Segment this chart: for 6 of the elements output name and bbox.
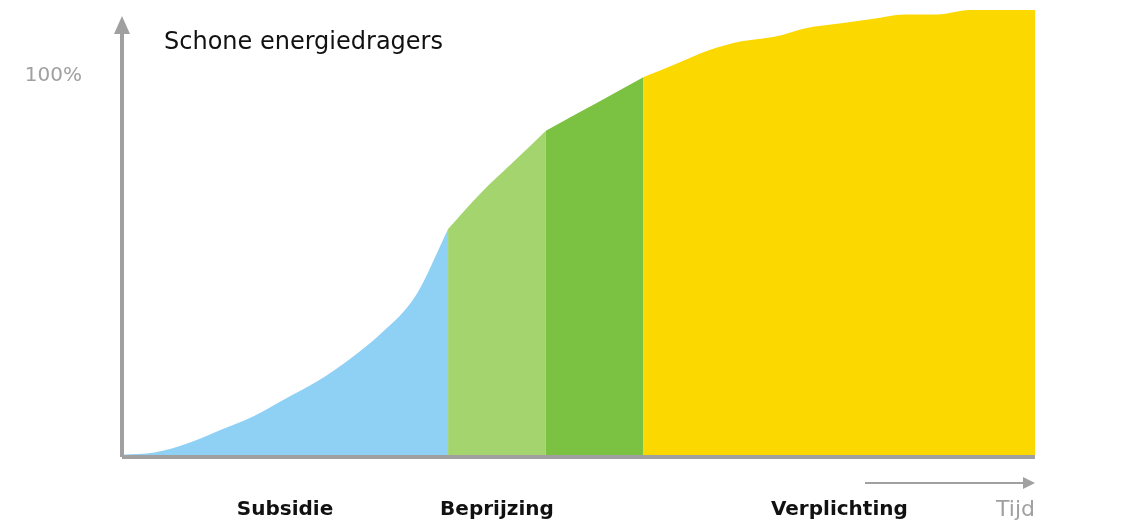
series-label: Verplichting — [770, 496, 908, 521]
text: Beprijzing — [440, 496, 554, 521]
x-axis-title: Tijd — [995, 495, 1035, 521]
text: Schone energiedragers — [164, 27, 443, 56]
text: 100% — [24, 62, 82, 87]
series-label: Subsidie — [236, 496, 334, 521]
